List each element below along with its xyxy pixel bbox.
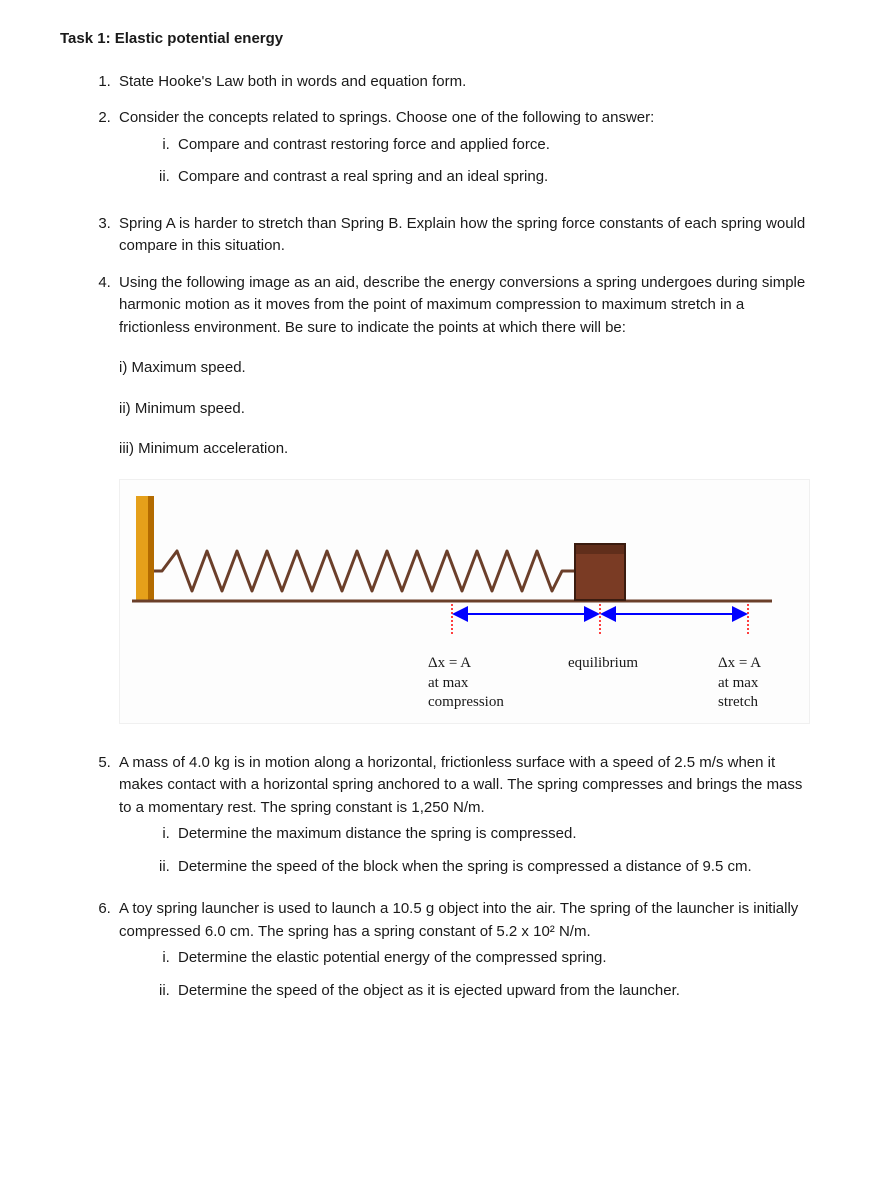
question-list: State Hooke's Law both in words and equa… (60, 71, 810, 1003)
lbl-right-3: stretch (718, 693, 761, 713)
diagram-labels: Δx = A at max compression equilibrium Δx… (132, 654, 797, 713)
q1-text: State Hooke's Law both in words and equa… (119, 73, 466, 90)
q6ii: Determine the speed of the object as it … (174, 980, 810, 1003)
q4iii: iii) Minimum acceleration. (119, 438, 810, 461)
q5-sublist: Determine the maximum distance the sprin… (119, 823, 810, 878)
q1: State Hooke's Law both in words and equa… (115, 71, 810, 94)
q2i: Compare and contrast restoring force and… (174, 134, 810, 157)
label-compression: Δx = A at max compression (428, 654, 568, 713)
task-title: Task 1: Elastic potential energy (60, 28, 810, 51)
lbl-left-2: at max (428, 674, 568, 694)
q2-text: Consider the concepts related to springs… (119, 109, 654, 126)
spring-diagram: Δx = A at max compression equilibrium Δx… (119, 479, 810, 724)
q6i: Determine the elastic potential energy o… (174, 947, 810, 970)
q3: Spring A is harder to stretch than Sprin… (115, 213, 810, 258)
q5i: Determine the maximum distance the sprin… (174, 823, 810, 846)
q5ii: Determine the speed of the block when th… (174, 856, 810, 879)
q4: Using the following image as an aid, des… (115, 272, 810, 724)
lbl-right-2: at max (718, 674, 761, 694)
lbl-left-1: Δx = A (428, 654, 568, 674)
lbl-right-1: Δx = A (718, 654, 761, 674)
q4-text: Using the following image as an aid, des… (119, 274, 805, 336)
q4i: i) Maximum speed. (119, 357, 810, 380)
q6-sublist: Determine the elastic potential energy o… (119, 947, 810, 1002)
label-stretch: Δx = A at max stretch (718, 654, 761, 713)
q4ii: ii) Minimum speed. (119, 398, 810, 421)
page: Task 1: Elastic potential energy State H… (0, 0, 870, 1056)
q5-text: A mass of 4.0 kg is in motion along a ho… (119, 754, 802, 816)
q5: A mass of 4.0 kg is in motion along a ho… (115, 752, 810, 879)
q2ii: Compare and contrast a real spring and a… (174, 166, 810, 189)
q2-sublist: Compare and contrast restoring force and… (119, 134, 810, 189)
label-equilibrium: equilibrium (568, 654, 718, 713)
q6: A toy spring launcher is used to launch … (115, 898, 810, 1002)
q2: Consider the concepts related to springs… (115, 107, 810, 189)
q3-text: Spring A is harder to stretch than Sprin… (119, 215, 805, 255)
lbl-left-3: compression (428, 693, 568, 713)
lbl-mid: equilibrium (568, 654, 718, 674)
spring-svg (132, 496, 772, 641)
q6-text: A toy spring launcher is used to launch … (119, 900, 798, 940)
